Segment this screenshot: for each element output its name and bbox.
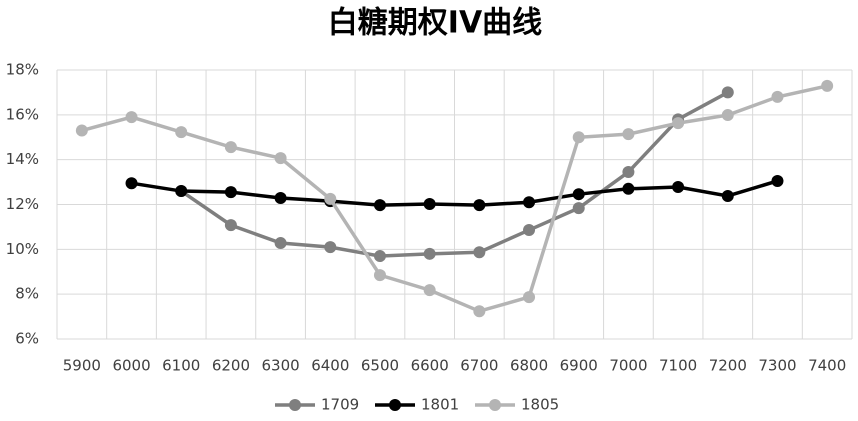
legend-marker (389, 399, 401, 411)
data-point (523, 224, 536, 237)
data-point (771, 90, 784, 103)
data-point (672, 181, 685, 194)
data-point (125, 177, 138, 190)
series-line (131, 179, 778, 207)
y-tick-label: 12% (6, 195, 39, 213)
data-point (423, 198, 436, 211)
legend-marker (289, 399, 301, 411)
data-point (224, 219, 237, 232)
data-point (224, 186, 237, 199)
data-point (572, 202, 585, 215)
data-point (622, 165, 635, 178)
data-point (373, 199, 386, 212)
y-tick-label: 18% (6, 61, 39, 79)
x-tick-label: 6400 (311, 357, 349, 375)
y-tick-label: 16% (6, 105, 39, 123)
data-point (523, 196, 536, 209)
data-point (473, 246, 486, 259)
legend-label: 1805 (521, 396, 559, 414)
x-tick-label: 6000 (112, 357, 150, 375)
x-tick-label: 6700 (460, 357, 498, 375)
data-point (373, 250, 386, 263)
data-point (473, 199, 486, 212)
data-point (523, 291, 536, 304)
data-point (373, 269, 386, 282)
data-point (125, 111, 138, 124)
x-tick-label: 6300 (262, 357, 300, 375)
data-point (274, 191, 287, 204)
legend-marker (489, 399, 501, 411)
y-tick-label: 10% (6, 240, 39, 258)
data-point (721, 109, 734, 122)
series-line (81, 84, 828, 314)
x-tick-label: 6200 (212, 357, 250, 375)
data-point (175, 185, 188, 198)
data-point (672, 117, 685, 130)
x-tick-label: 7000 (609, 357, 647, 375)
data-point (423, 284, 436, 297)
x-tick-label: 5900 (63, 357, 101, 375)
x-tick-label: 7300 (758, 357, 796, 375)
data-point (324, 241, 337, 254)
data-point (622, 182, 635, 195)
data-point (622, 128, 635, 141)
data-point (771, 174, 784, 187)
x-tick-label: 7400 (808, 357, 846, 375)
legend-label: 1709 (321, 396, 359, 414)
data-point (721, 189, 734, 202)
data-point (821, 79, 834, 92)
y-tick-label: 8% (15, 285, 39, 303)
data-point (423, 247, 436, 260)
data-point (274, 237, 287, 250)
data-point (224, 141, 237, 154)
x-tick-label: 6900 (560, 357, 598, 375)
x-tick-label: 6800 (510, 357, 548, 375)
data-point (572, 131, 585, 144)
data-point (274, 152, 287, 165)
chart-title: 白糖期权IV曲线 (328, 6, 542, 41)
x-tick-label: 7100 (659, 357, 697, 375)
x-tick-label: 6600 (411, 357, 449, 375)
x-tick-label: 7200 (709, 357, 747, 375)
data-point (75, 124, 88, 137)
y-tick-label: 6% (15, 330, 39, 348)
data-point (324, 192, 337, 205)
legend-label: 1801 (421, 396, 459, 414)
x-tick-label: 6500 (361, 357, 399, 375)
y-tick-label: 14% (6, 150, 39, 168)
data-point (572, 188, 585, 201)
data-point (721, 86, 734, 99)
data-point (175, 126, 188, 139)
series-line (180, 90, 729, 258)
data-point (473, 305, 486, 318)
x-tick-label: 6100 (162, 357, 200, 375)
